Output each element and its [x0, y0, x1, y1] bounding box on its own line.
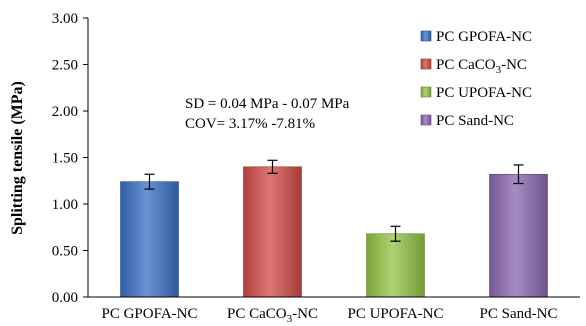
- bar-0: [120, 181, 179, 298]
- legend-label-3: PC Sand-NC: [436, 113, 514, 129]
- y-tick-label: 1.00: [52, 197, 78, 213]
- x-tick-label: PC CaCO3-NC: [227, 306, 318, 325]
- legend-swatch-1: [420, 58, 432, 70]
- legend-label-1: PC CaCO3-NC: [436, 57, 527, 76]
- legend-label-2: PC UPOFA-NC: [436, 85, 532, 101]
- y-tick-label: 0.00: [52, 290, 78, 306]
- error-bar-1: [267, 159, 278, 174]
- y-tick-label: 2.50: [52, 58, 78, 74]
- y-tick-label: 2.00: [52, 104, 78, 120]
- bar-1: [243, 166, 302, 298]
- bar-3: [489, 173, 548, 298]
- legend-swatch-3: [420, 114, 432, 126]
- y-tick-label: 1.50: [52, 151, 78, 167]
- legend-swatch-2: [420, 86, 432, 98]
- y-tick-label: 0.50: [52, 244, 78, 260]
- annotation-sd: SD = 0.04 MPa - 0.07 MPa: [185, 96, 350, 112]
- error-bar-3: [513, 164, 524, 185]
- x-tick-label: PC UPOFA-NC: [348, 306, 444, 322]
- x-tick-label: PC GPOFA-NC: [102, 306, 198, 322]
- x-tick-label: PC Sand-NC: [480, 306, 558, 322]
- x-tick-labels: PC GPOFA-NC PC CaCO3-NC PC UPOFA-NC PC Sand…: [102, 306, 558, 325]
- legend-swatch-0: [420, 30, 432, 42]
- legend-label-0: PC GPOFA-NC: [436, 29, 532, 45]
- bar-2: [366, 233, 425, 298]
- annotation-cov: COV= 3.17% -7.81%: [185, 116, 315, 132]
- legend: PC GPOFA-NC PC CaCO3-NC PC UPOFA-NC PC Sand…: [420, 29, 532, 129]
- bars-layer: [120, 159, 548, 298]
- error-bar-2: [390, 225, 401, 242]
- y-tick-label: 3.00: [52, 11, 78, 27]
- y-axis-title: Splitting tensile (MPa): [9, 81, 26, 235]
- error-bar-0: [144, 173, 155, 190]
- y-ticks: 0.00 0.50 1.00 1.50 2.00 2.50 3.00: [52, 11, 88, 306]
